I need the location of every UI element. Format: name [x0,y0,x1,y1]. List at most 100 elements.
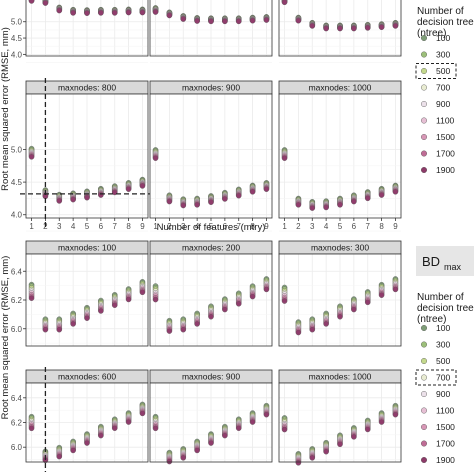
panel: maxnodes: 100 6.0 6.2 6.4 [11,240,149,347]
panel-border [278,382,402,463]
data-point [323,204,329,211]
data-point [84,315,90,321]
x-tick-label: 7 [366,222,371,231]
data-point [152,425,159,432]
data-point [125,419,132,425]
data-point [111,425,118,431]
y-tick-label: 6.0 [11,443,23,452]
legend-badge-label: BD [422,254,440,269]
data-point [392,286,399,293]
data-point [125,9,132,16]
x-tick-label: 5 [338,222,343,231]
data-point [263,286,270,293]
legend-title: decision trees [417,303,474,314]
y-tick-label: 6.2 [11,419,23,428]
data-point [166,458,173,465]
x-tick-label: 9 [140,222,145,231]
data-point [194,18,200,24]
panel: maxnodes: 1000 1 2 3 4 5 6 7 8 9 [278,80,402,232]
legend-item-label: 100 [436,33,450,43]
panel-border [25,0,149,57]
data-point [28,0,35,4]
data-point [281,298,288,304]
data-point [194,202,200,208]
x-tick-label: 5 [85,222,90,231]
data-point [125,186,132,192]
data-point [42,326,49,333]
data-point [84,10,90,16]
panel [149,0,273,63]
data-point [295,459,302,466]
legend-key [421,457,428,464]
data-point [84,194,90,201]
data-point [111,302,118,308]
data-point [281,0,288,6]
legend-key [421,51,428,58]
y-tick-label: 6.4 [11,267,23,276]
data-point [152,155,159,161]
data-point [70,321,76,327]
legend-key [421,341,428,348]
legend-item-label: 100 [436,323,450,333]
legend-key [421,440,428,447]
data-point [180,326,187,333]
x-tick-label: 2 [167,222,172,231]
x-tick-label: 3 [57,222,62,231]
facet-strip-label: maxnodes: 900 [182,83,240,93]
y-tick-label: 4.0 [11,211,23,220]
legend-item-label: 1700 [436,439,455,449]
legend-key [421,117,428,124]
panel: maxnodes: 900 1 2 3 4 5 6 7 8 9 [149,80,273,232]
legend-key [421,150,428,157]
panel-border [278,0,402,57]
data-point [152,9,159,15]
x-tick-label: 4 [195,222,200,231]
data-point [378,419,385,425]
data-point [249,419,256,425]
facet-strip-label: maxnodes: 1000 [309,372,372,382]
x-tick-label: 9 [264,222,269,231]
data-point [392,411,399,418]
data-point [166,12,173,19]
data-point [392,188,399,195]
data-point [111,10,118,16]
data-point [180,455,187,461]
data-point [98,432,104,439]
legend-key [421,35,428,42]
legend-key [421,358,428,365]
data-point [222,306,228,313]
data-point [208,18,214,25]
data-point [337,25,343,32]
legend-key [421,84,428,91]
legend-title: Number of [417,6,464,17]
data-point [235,18,242,25]
x-tick-label: 7 [113,222,118,231]
legend-item-label: 700 [436,83,450,93]
data-point [263,186,270,192]
legend-item-label: 500 [436,356,450,366]
data-point [180,16,187,22]
legend-item-label: 900 [436,99,450,109]
facet-strip-label: maxnodes: 800 [58,83,116,93]
data-point [378,192,385,198]
data-point [125,296,132,303]
panel: maxnodes: 900 [149,369,273,465]
data-point [98,308,104,314]
data-point [351,25,357,32]
legend-highlight-box [415,63,457,79]
legend-item-label: 1100 [436,116,455,126]
x-tick-label: 1 [153,222,158,231]
panel: maxnodes: 300 [278,240,402,347]
data-point [263,411,270,418]
legend-item-label: 1900 [436,165,455,175]
legend-item-label: 1900 [436,455,455,465]
data-point [378,292,385,298]
data-point [28,295,35,301]
data-point [323,448,329,455]
y-tick-label: 4.5 [11,178,23,187]
legend-title: (ntree) [417,28,446,39]
legend-item-label: 1500 [436,422,455,432]
